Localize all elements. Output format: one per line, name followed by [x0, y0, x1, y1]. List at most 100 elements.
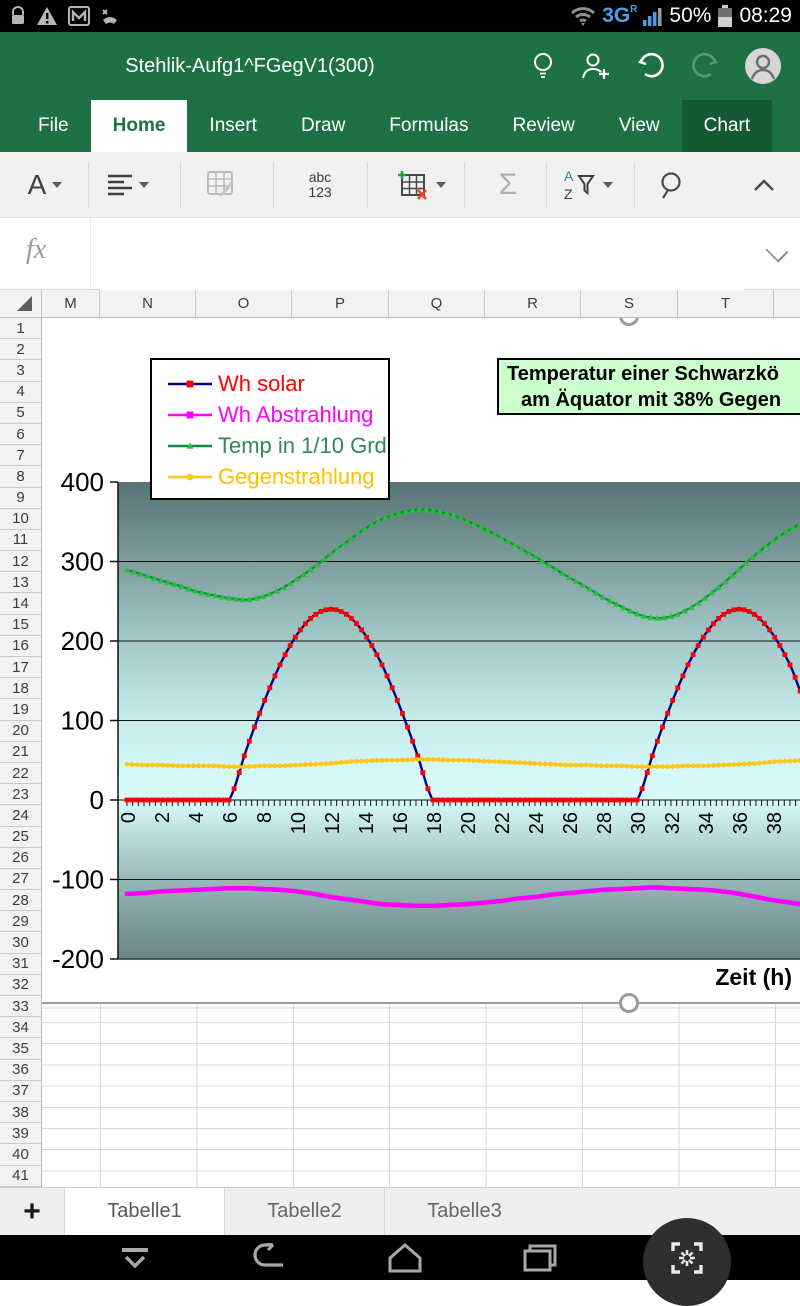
column-header-o[interactable]: O — [196, 290, 292, 317]
fill-button[interactable] — [196, 152, 248, 218]
row-header-35[interactable]: 35 — [0, 1038, 41, 1060]
avatar[interactable] — [744, 47, 782, 85]
screenshot-button[interactable] — [657, 1235, 717, 1280]
redo-icon[interactable] — [690, 51, 720, 81]
row-header-23[interactable]: 23 — [0, 784, 41, 806]
row-header-29[interactable]: 29 — [0, 911, 41, 933]
chart-legend[interactable]: Wh solar Wh Abstrahlung Temp in 1/10 Grd… — [150, 358, 390, 500]
column-header-q[interactable]: Q — [389, 290, 485, 317]
row-header-12[interactable]: 12 — [0, 551, 41, 573]
tab-home[interactable]: Home — [90, 100, 188, 152]
svg-text:30: 30 — [628, 812, 650, 834]
sheet-tab-tabelle1[interactable]: Tabelle1 — [64, 1188, 224, 1235]
sheet-tab-tabelle3[interactable]: Tabelle3 — [384, 1188, 544, 1235]
row-header-16[interactable]: 16 — [0, 636, 41, 657]
chart-title[interactable]: Temperatur einer Schwarzkö am Äquator mi… — [497, 358, 800, 415]
grid-cells[interactable] — [42, 1003, 800, 1187]
row-header-34[interactable]: 34 — [0, 1017, 41, 1039]
search-button[interactable] — [648, 152, 696, 218]
formula-input[interactable] — [100, 218, 744, 291]
row-header-11[interactable]: 11 — [0, 530, 41, 552]
alignment-button[interactable] — [98, 152, 158, 218]
row-header-36[interactable]: 36 — [0, 1060, 41, 1081]
tab-file[interactable]: File — [38, 115, 69, 136]
legend-swatch-icon — [168, 442, 212, 449]
column-header-r[interactable]: R — [485, 290, 581, 317]
row-header-14[interactable]: 14 — [0, 593, 41, 615]
row-header-38[interactable]: 38 — [0, 1102, 41, 1124]
row-header-40[interactable]: 40 — [0, 1144, 41, 1166]
row-header-27[interactable]: 27 — [0, 869, 41, 891]
svg-text:14: 14 — [356, 812, 378, 834]
number-format-button[interactable]: abc 123 — [308, 169, 332, 200]
share-person-icon[interactable] — [580, 51, 612, 81]
battery-percent: 50% — [669, 4, 712, 27]
svg-text:32: 32 — [662, 812, 684, 834]
tab-draw[interactable]: Draw — [300, 115, 346, 136]
row-header-9[interactable]: 9 — [0, 488, 41, 509]
column-header-p[interactable]: P — [292, 290, 389, 317]
row-header-41[interactable]: 41 — [0, 1166, 41, 1187]
column-header-s[interactable]: S — [581, 290, 678, 317]
column-header-n[interactable]: N — [100, 290, 196, 317]
back-button[interactable] — [240, 1235, 300, 1280]
row-header-17[interactable]: 17 — [0, 657, 41, 679]
legend-swatch-icon — [168, 473, 212, 480]
row-header-28[interactable]: 28 — [0, 890, 41, 912]
recents-button[interactable] — [510, 1235, 570, 1280]
tab-chart[interactable]: Chart — [681, 100, 773, 152]
hide-keyboard-button[interactable] — [105, 1235, 165, 1280]
row-header-1[interactable]: 1 — [0, 318, 41, 340]
row-header-30[interactable]: 30 — [0, 932, 41, 954]
row-header-13[interactable]: 13 — [0, 572, 41, 594]
tab-view[interactable]: View — [618, 115, 660, 136]
expand-formula-chevron-icon[interactable] — [765, 239, 789, 263]
chevron-down-icon — [436, 182, 446, 188]
column-header-m[interactable]: M — [42, 290, 100, 317]
autosum-button[interactable]: Σ — [498, 168, 518, 201]
row-header-15[interactable]: 15 — [0, 615, 41, 636]
home-button[interactable] — [375, 1235, 435, 1280]
row-header-7[interactable]: 7 — [0, 445, 41, 467]
sort-filter-button[interactable]: A Z — [556, 152, 620, 218]
row-header-25[interactable]: 25 — [0, 827, 41, 848]
svg-text:200: 200 — [61, 626, 104, 656]
row-header-18[interactable]: 18 — [0, 678, 41, 700]
font-color-button[interactable]: A — [14, 152, 76, 218]
row-header-20[interactable]: 20 — [0, 721, 41, 742]
column-header-t[interactable]: T — [678, 290, 774, 317]
row-header-39[interactable]: 39 — [0, 1123, 41, 1145]
row-header-6[interactable]: 6 — [0, 424, 41, 446]
svg-text:18: 18 — [424, 812, 446, 834]
add-sheet-button[interactable]: + — [23, 1194, 41, 1228]
row-header-19[interactable]: 19 — [0, 699, 41, 721]
row-header-8[interactable]: 8 — [0, 466, 41, 488]
row-header-21[interactable]: 21 — [0, 742, 41, 763]
chart-object[interactable]: 400 300 200 100 0 -100 -200 0 2 4 6 8 10 12 14 16 18 20 22… — [42, 318, 800, 1004]
quick-toolbar: A abc 123 Σ A Z — [0, 152, 800, 218]
row-header-10[interactable]: 10 — [0, 509, 41, 530]
sheet-tab-tabelle2[interactable]: Tabelle2 — [224, 1188, 384, 1235]
tab-review[interactable]: Review — [512, 115, 575, 136]
tab-insert[interactable]: Insert — [209, 115, 257, 136]
collapse-ribbon-button[interactable] — [742, 152, 786, 218]
select-all-button[interactable] — [0, 290, 42, 317]
legend-item-wh-solar: Wh solar — [166, 368, 388, 399]
insert-delete-cells-button[interactable] — [386, 152, 456, 218]
row-header-24[interactable]: 24 — [0, 805, 41, 827]
row-header-3[interactable]: 3 — [0, 360, 41, 382]
row-header-2[interactable]: 2 — [0, 339, 41, 361]
row-header-37[interactable]: 37 — [0, 1081, 41, 1102]
row-header-4[interactable]: 4 — [0, 382, 41, 403]
row-header-32[interactable]: 32 — [0, 975, 41, 996]
chart-selection-handle-bottom[interactable] — [619, 993, 639, 1013]
row-header-22[interactable]: 22 — [0, 763, 41, 785]
column-header-partial[interactable] — [774, 290, 800, 317]
undo-icon[interactable] — [636, 51, 666, 81]
row-header-33[interactable]: 33 — [0, 996, 41, 1018]
tab-formulas[interactable]: Formulas — [389, 115, 469, 136]
row-header-26[interactable]: 26 — [0, 848, 41, 869]
row-header-31[interactable]: 31 — [0, 954, 41, 975]
row-header-5[interactable]: 5 — [0, 403, 41, 424]
lightbulb-icon[interactable] — [530, 50, 556, 82]
